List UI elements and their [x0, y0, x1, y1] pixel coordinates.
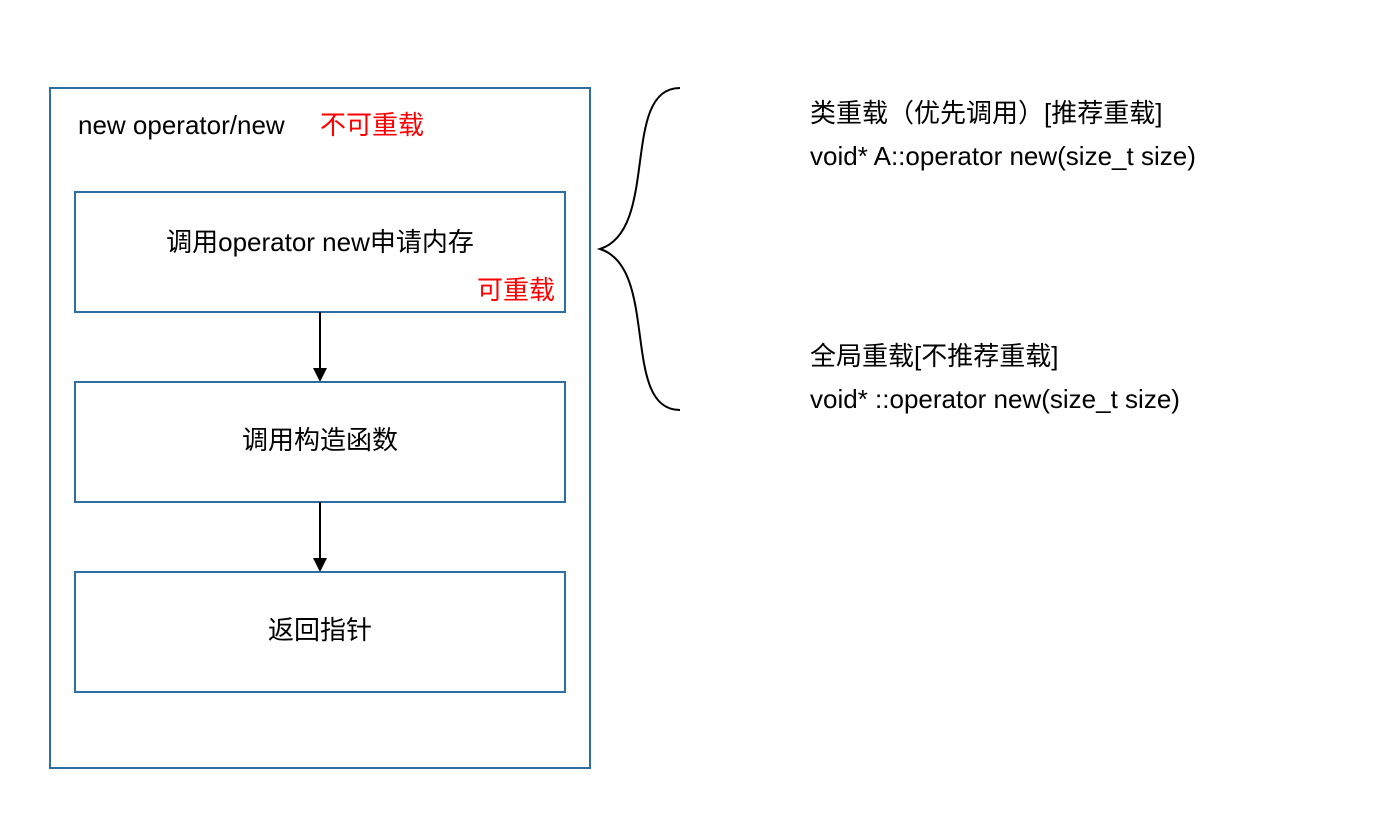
annotation-global-overload-line1: 全局重载[不推荐重载] [810, 341, 1058, 371]
step2-label: 调用构造函数 [242, 425, 398, 455]
annotation-global-overload-line2: void* ::operator new(size_t size) [810, 384, 1180, 414]
diagram-canvas: new operator/new 不可重载 调用operator new申请内存… [0, 0, 1388, 818]
step3-label: 返回指针 [268, 615, 372, 645]
annotation-class-overload-line1: 类重载（优先调用）[推荐重载] [810, 98, 1162, 128]
step1-label: 调用operator new申请内存 [166, 227, 474, 257]
arrow-1 [313, 312, 327, 382]
annotation-class-overload-line2: void* A::operator new(size_t size) [810, 141, 1196, 171]
title-not-overloadable: 不可重载 [320, 110, 424, 140]
title-label: new operator/new [78, 110, 285, 140]
arrow-2 [313, 502, 327, 572]
step1-overloadable: 可重载 [477, 275, 555, 305]
brace-icon [600, 88, 680, 410]
